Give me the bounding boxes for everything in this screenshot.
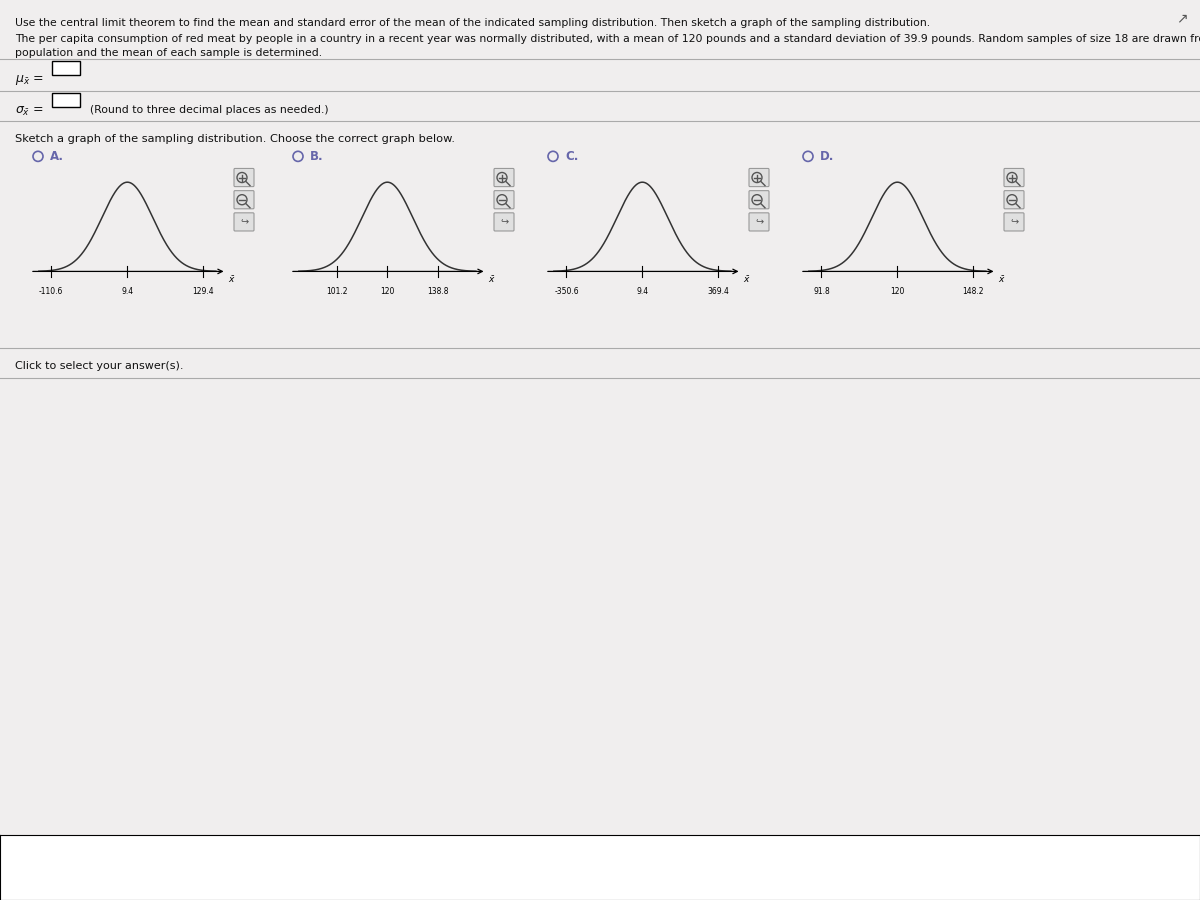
Text: □: □ — [407, 858, 422, 876]
FancyBboxPatch shape — [749, 212, 769, 231]
Text: ▲: ▲ — [1016, 862, 1024, 872]
FancyBboxPatch shape — [234, 168, 254, 186]
FancyBboxPatch shape — [494, 168, 514, 186]
Text: -350.6: -350.6 — [554, 286, 578, 295]
Text: Use the central limit theorem to find the mean and standard error of the mean of: Use the central limit theorem to find th… — [14, 18, 930, 28]
Text: ↪: ↪ — [240, 217, 248, 227]
Text: ▲: ▲ — [996, 862, 1003, 872]
Text: A.: A. — [50, 149, 64, 163]
Text: $\mu_{\bar{x}}$ =: $\mu_{\bar{x}}$ = — [14, 73, 44, 86]
FancyBboxPatch shape — [494, 212, 514, 231]
Text: Type here to search: Type here to search — [85, 860, 202, 874]
Text: (Round to three decimal places as needed.): (Round to three decimal places as needed… — [90, 105, 329, 115]
Text: ▲: ▲ — [956, 862, 964, 872]
FancyBboxPatch shape — [749, 191, 769, 209]
Text: 369.4: 369.4 — [707, 286, 730, 295]
Text: 2/1/2021: 2/1/2021 — [1036, 873, 1085, 883]
Text: $\bar{x}$: $\bar{x}$ — [998, 274, 1006, 285]
Text: $\bar{x}$: $\bar{x}$ — [743, 274, 751, 285]
Text: ⊞: ⊞ — [13, 858, 31, 878]
FancyBboxPatch shape — [46, 846, 295, 888]
Text: 11:24 AM: 11:24 AM — [1033, 852, 1086, 862]
Text: ↪: ↪ — [1010, 217, 1018, 227]
Text: ●: ● — [367, 858, 383, 876]
Text: Click to select your answer(s).: Click to select your answer(s). — [14, 361, 184, 371]
FancyBboxPatch shape — [52, 93, 80, 107]
Text: $\bar{x}$: $\bar{x}$ — [488, 274, 496, 285]
Text: 9.4: 9.4 — [636, 286, 648, 295]
Text: 91.8: 91.8 — [814, 286, 830, 295]
Text: The per capita consumption of red meat by people in a country in a recent year w: The per capita consumption of red meat b… — [14, 34, 1200, 44]
Text: 101.2: 101.2 — [326, 286, 348, 295]
Text: ↪: ↪ — [755, 217, 763, 227]
FancyBboxPatch shape — [749, 168, 769, 186]
FancyBboxPatch shape — [1004, 168, 1024, 186]
Text: ▲: ▲ — [977, 862, 984, 872]
Text: population and the mean of each sample is determined.: population and the mean of each sample i… — [14, 49, 322, 58]
Text: 120: 120 — [380, 286, 395, 295]
Text: ■: ■ — [487, 858, 503, 876]
Text: D.: D. — [820, 149, 834, 163]
Text: ◄: ◄ — [1181, 862, 1189, 872]
FancyBboxPatch shape — [52, 60, 80, 75]
Text: B.: B. — [310, 149, 324, 163]
Text: 148.2: 148.2 — [962, 286, 984, 295]
Text: 🔍: 🔍 — [65, 860, 72, 874]
Text: 129.4: 129.4 — [192, 286, 215, 295]
FancyBboxPatch shape — [1004, 191, 1024, 209]
Text: 120: 120 — [890, 286, 905, 295]
Text: 138.8: 138.8 — [427, 286, 449, 295]
FancyBboxPatch shape — [494, 191, 514, 209]
Text: C.: C. — [565, 149, 578, 163]
Text: Sketch a graph of the sampling distribution. Choose the correct graph below.: Sketch a graph of the sampling distribut… — [14, 134, 455, 144]
FancyBboxPatch shape — [234, 191, 254, 209]
Text: $\bar{x}$: $\bar{x}$ — [228, 274, 236, 285]
Text: ▲: ▲ — [936, 862, 943, 872]
Text: $\sigma_{\bar{x}}$ =: $\sigma_{\bar{x}}$ = — [14, 105, 43, 118]
FancyBboxPatch shape — [234, 212, 254, 231]
Text: ↪: ↪ — [500, 217, 508, 227]
FancyBboxPatch shape — [1004, 212, 1024, 231]
Text: ≡: ≡ — [448, 858, 462, 876]
Text: -110.6: -110.6 — [40, 286, 64, 295]
Text: 9.4: 9.4 — [121, 286, 133, 295]
Text: ↗: ↗ — [1176, 11, 1188, 25]
Text: ⌸: ⌸ — [325, 858, 335, 876]
